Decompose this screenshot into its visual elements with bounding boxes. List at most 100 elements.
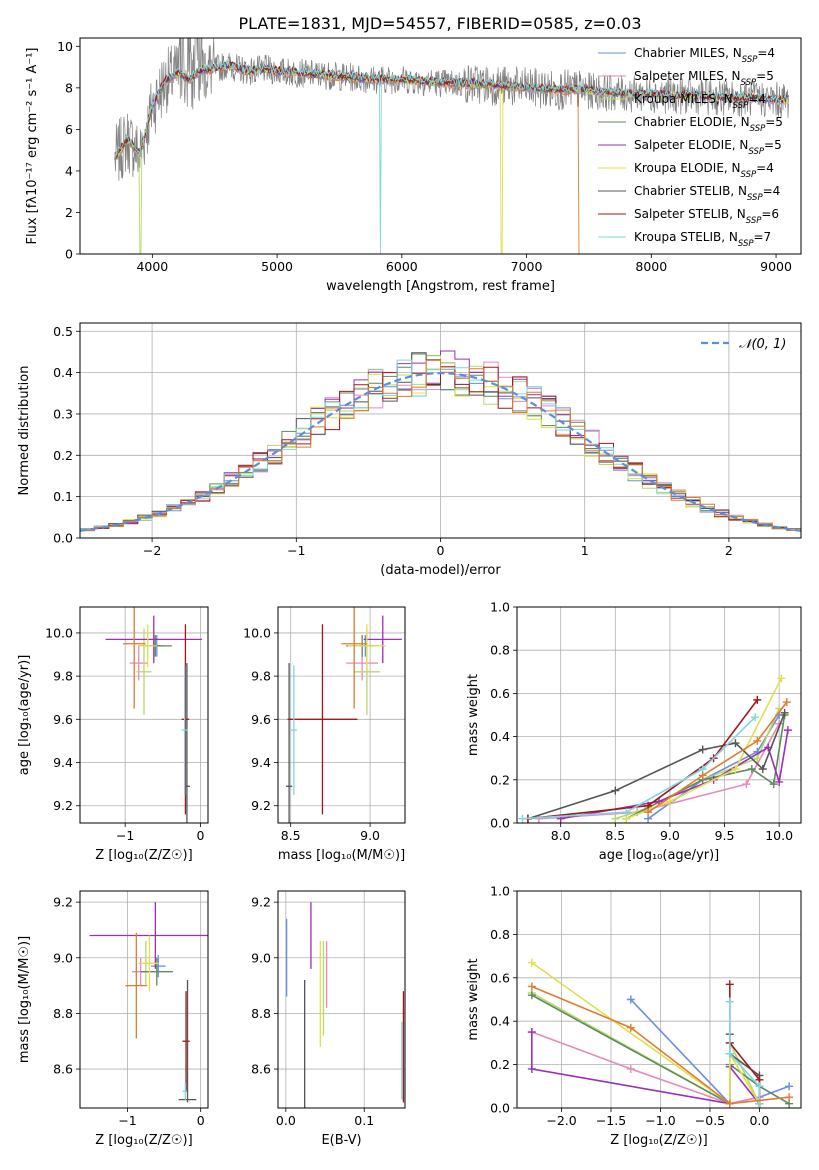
y-tick-label: 0.2 <box>53 448 73 463</box>
gaussian-curve <box>80 371 801 532</box>
observed-spectrum-line <box>114 38 789 181</box>
legend-tail: =5 <box>764 138 782 152</box>
legend-subscript: SSP <box>733 101 749 111</box>
x-tick-label: 9000 <box>760 259 792 274</box>
y-axis-label: Flux [fλ10⁻¹⁷ erg cm⁻² s⁻¹ A⁻¹] <box>25 48 40 245</box>
x-axis-label: wavelength [Angstrom, rest frame] <box>326 279 555 294</box>
x-axis-label: Z [log₁₀(Z/Z☉)] <box>610 1133 707 1148</box>
weight-marker <box>611 814 620 823</box>
weight-marker <box>622 808 631 817</box>
x-axis-label: mass [log₁₀(M/M☉)] <box>278 848 405 863</box>
axes-frame <box>79 322 802 539</box>
x-tick-label: 0.1 <box>354 1113 374 1128</box>
y-tick-label: 0.4 <box>490 1014 510 1029</box>
weight-marker <box>665 797 674 806</box>
y-tick-label: 0.0 <box>490 1101 510 1116</box>
x-tick-label: 9.5 <box>715 828 735 843</box>
weight-marker <box>731 739 740 748</box>
weight-lines <box>527 958 794 1108</box>
weight-marker <box>527 991 536 1000</box>
weight-marker <box>725 1099 734 1108</box>
weight-marker <box>769 780 778 789</box>
weight-marker <box>518 814 527 823</box>
weight-marker <box>527 958 536 967</box>
weight-marker <box>644 808 653 817</box>
x-tick-label: 0 <box>196 828 204 843</box>
weight-marker <box>742 780 751 789</box>
x-tick-label: 0.0 <box>276 1113 296 1128</box>
weight-marker <box>698 771 707 780</box>
weight-marker <box>527 1064 536 1073</box>
x-tick-label: 6000 <box>386 259 418 274</box>
weight-marker <box>751 713 760 722</box>
x-tick-label: −1.5 <box>596 1113 626 1128</box>
y-tick-label: 8.6 <box>251 1062 271 1077</box>
weight-marker <box>626 995 635 1004</box>
y-tick-label: 10.0 <box>243 625 271 640</box>
residuals-panel: −2 −1 0 1 2 0.0 0.1 0.2 0.3 0.4 0.5 (data-model)/er… <box>17 322 802 578</box>
legend-label: Kroupa ELODIE, NSSP=4 <box>634 161 774 180</box>
weight-series-line <box>522 716 756 820</box>
legend-subscript: SSP <box>750 124 766 134</box>
weight-series-line <box>531 1031 760 1105</box>
y-tick-label: 0.0 <box>53 531 73 546</box>
y-tick-label: 1.0 <box>490 884 510 899</box>
weight-marker <box>725 997 734 1006</box>
y-tick-label: 9.4 <box>53 755 73 770</box>
axes-frame <box>79 890 209 1109</box>
x-tick-label: 0 <box>197 1113 205 1128</box>
x-axis-label: E(B-V) <box>321 1133 361 1148</box>
x-tick-label: 5000 <box>261 259 293 274</box>
x-tick-label: 0.0 <box>749 1113 769 1128</box>
y-tick-label: 9.0 <box>53 950 73 965</box>
error-bar-points <box>105 607 202 823</box>
weight-series-line <box>531 985 790 1105</box>
error-bar-points <box>89 902 208 1103</box>
weight-marker <box>758 765 767 773</box>
weight-series-line <box>531 961 761 1106</box>
x-axis-label: age [log₁₀(age/yr)] <box>599 848 720 863</box>
y-axis-label: age [log₁₀(age/yr)] <box>17 655 32 776</box>
spectrum-lines <box>114 38 789 254</box>
legend-subscript: SSP <box>741 78 757 88</box>
weight-vs-age-panel: 8.0 8.5 9.0 9.5 10.0 0.0 0.2 0.4 0.6 0.8 1.0 age [l… <box>466 600 802 863</box>
weight-series-line <box>560 729 789 820</box>
weight-marker <box>780 708 789 717</box>
weight-marker <box>753 754 762 763</box>
weight-series-line <box>729 1001 761 1104</box>
legend-tail: =4 <box>748 92 766 106</box>
figure-title: PLATE=1831, MJD=54557, FIBERID=0585, z=0… <box>238 14 641 33</box>
y-tick-label: 0.5 <box>53 324 73 339</box>
x-tick-label: 10.0 <box>765 828 793 843</box>
y-tick-label: 2 <box>65 205 73 220</box>
model-spectrum-line <box>114 59 789 254</box>
y-tick-label: 9.0 <box>251 950 271 965</box>
histogram-steps <box>80 350 801 532</box>
axes-frame <box>277 606 406 824</box>
x-tick-label: −0.5 <box>695 1113 725 1128</box>
x-tick-label: 4000 <box>136 259 168 274</box>
y-tick-label: 0.8 <box>490 643 510 658</box>
x-tick-label: 2 <box>725 543 733 558</box>
y-tick-label: 9.8 <box>53 669 73 684</box>
y-axis-label: mass weight <box>466 674 481 756</box>
weight-marker <box>782 698 791 707</box>
x-tick-label: 8.5 <box>281 828 301 843</box>
weight-lines <box>518 674 792 823</box>
legend-tail: =4 <box>763 184 781 198</box>
y-tick-label: 0.4 <box>490 729 510 744</box>
x-tick-label: −1 <box>118 1113 136 1128</box>
x-tick-label: 8000 <box>635 259 667 274</box>
y-tick-label: 10 <box>57 39 73 54</box>
spectrum-panel: 4000 5000 6000 7000 8000 9000 0 2 4 6 8 10 wavelengt… <box>25 37 802 294</box>
weight-series-line <box>647 701 788 813</box>
weight-marker <box>753 736 762 745</box>
x-tick-label: 9.0 <box>360 828 380 843</box>
y-tick-label: 8.8 <box>53 1006 73 1021</box>
y-tick-label: 0.4 <box>53 365 73 380</box>
y-tick-label: 0.3 <box>53 406 73 421</box>
y-tick-label: 1.0 <box>490 600 510 615</box>
legend-tail: =4 <box>756 161 774 175</box>
y-axis-label: mass weight <box>466 958 481 1040</box>
